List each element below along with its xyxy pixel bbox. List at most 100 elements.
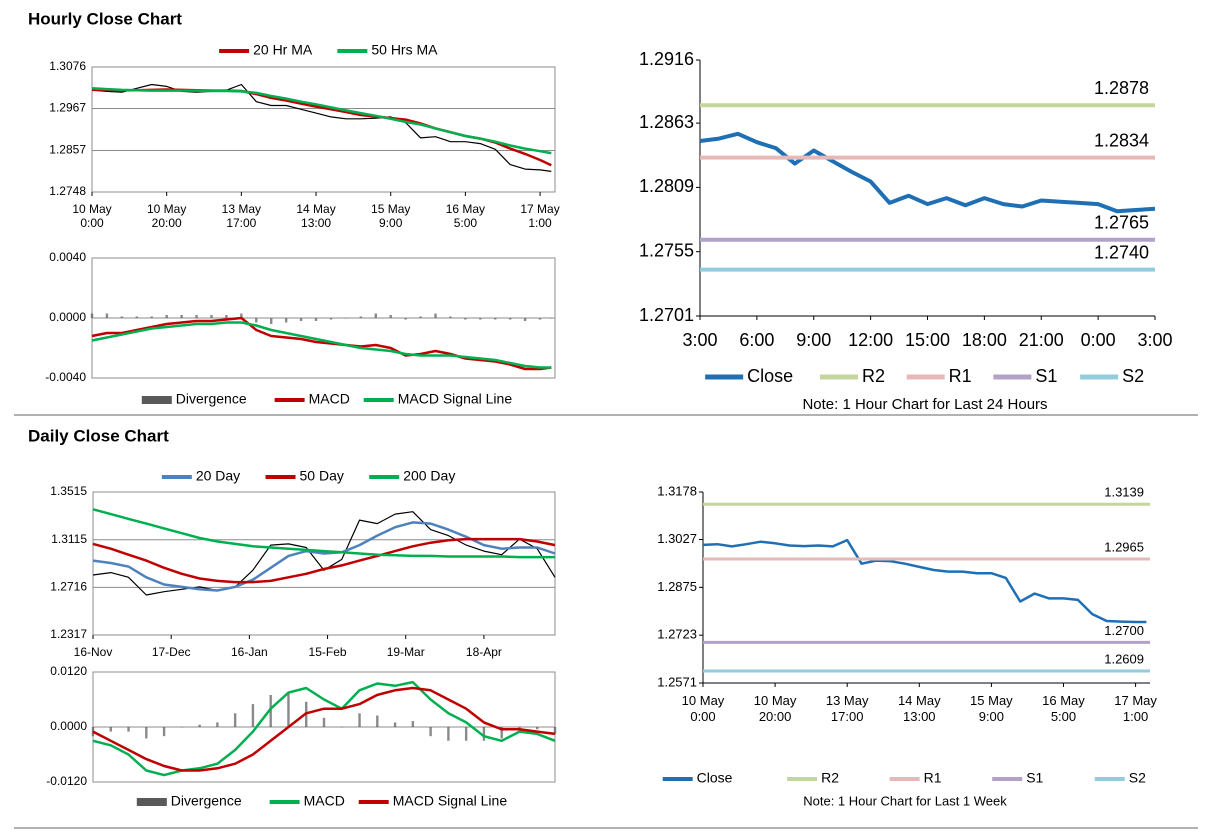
divergence-bar [536, 727, 539, 730]
divergence-bar [269, 694, 272, 727]
divergence-bar [251, 704, 255, 727]
series-line [92, 686, 556, 772]
x-tick-label: 17-Dec [151, 645, 191, 659]
legend-label: R1 [924, 770, 942, 786]
divergence-bar [447, 727, 450, 741]
x-tick-label: 3:00 [1137, 330, 1173, 350]
legend-label: Divergence [171, 793, 242, 809]
legend-label: S2 [1122, 366, 1144, 386]
y-tick-label: -0.0120 [46, 774, 87, 788]
divergence-bar [482, 727, 486, 741]
y-tick-label: 0.0040 [49, 250, 86, 264]
divergence-bar [389, 315, 392, 318]
legend-label: 20 Day [196, 468, 240, 484]
x-tick-label: 18:00 [961, 330, 1007, 350]
x-tick-label: 12:00 [848, 330, 894, 350]
section-title: Hourly Close Chart [28, 9, 182, 28]
legend-label: MACD [304, 793, 345, 809]
legend-label: 200 Day [403, 468, 455, 484]
divergence-bar [165, 315, 168, 318]
legend-label: MACD [309, 391, 350, 407]
divergence-bar [240, 313, 243, 318]
chart-note: Note: 1 Hour Chart for Last 1 Week [803, 793, 1007, 808]
x-tick-label: 15 May 9:00 [970, 693, 1013, 724]
legend-label: MACD Signal Line [393, 793, 508, 809]
divergence-bar [135, 316, 139, 318]
x-tick-label: 10 May 20:00 [146, 202, 187, 231]
divergence-bar [553, 727, 557, 734]
x-tick-label: 3:00 [682, 330, 718, 350]
divergence-bar [90, 313, 94, 318]
level-label: 1.2740 [1094, 242, 1149, 262]
divergence-bar [358, 713, 361, 727]
divergence-bar [464, 727, 468, 741]
y-tick-label: 1.2875 [657, 579, 697, 594]
series-line [92, 521, 556, 592]
y-tick-label: 1.2571 [657, 674, 697, 689]
x-tick-label: 18-Apr [465, 645, 502, 659]
y-tick-label: -0.0040 [45, 370, 86, 384]
x-tick-label: 14 May 13:00 [897, 693, 941, 724]
y-tick-label: 1.2701 [639, 305, 694, 325]
divergence-bar [91, 727, 95, 737]
x-tick-label: 16 May 5:00 [1042, 693, 1085, 724]
plot-frame [92, 491, 556, 636]
series-line [91, 316, 552, 371]
y-tick-label: 1.2809 [639, 176, 694, 196]
level-label: 1.2834 [1094, 130, 1149, 150]
divergence-bar [550, 318, 553, 319]
x-tick-label: 15 May 9:00 [371, 202, 411, 231]
divergence-bar [508, 318, 512, 320]
divergence-bar [344, 318, 348, 319]
divergence-bar [270, 318, 273, 324]
divergence-bar [287, 692, 290, 727]
level-label: 1.2609 [1104, 651, 1144, 666]
x-tick-label: 6:00 [739, 330, 775, 350]
y-tick-label: 1.3027 [657, 531, 697, 546]
divergence-bar [180, 727, 184, 728]
level-label: 1.2878 [1094, 78, 1149, 98]
series-line [92, 537, 556, 584]
divergence-bar [419, 316, 422, 318]
x-tick-label: 21:00 [1018, 330, 1064, 350]
x-tick-label: 17 May 1:00 [1114, 693, 1157, 724]
x-tick-label: 16-Nov [73, 645, 113, 659]
x-tick-label: 17 May 1:00 [520, 202, 560, 231]
y-tick-label: 1.3515 [50, 484, 87, 498]
section-title: Daily Close Chart [28, 426, 169, 445]
divergence-bar [359, 316, 363, 318]
divergence-bar [429, 727, 432, 737]
divergence-bar [314, 318, 318, 321]
divergence-bar [500, 727, 503, 739]
legend-label: Divergence [176, 391, 247, 407]
level-label: 1.3139 [1104, 485, 1144, 500]
divergence-bar [464, 318, 467, 320]
divergence-bar [322, 717, 326, 727]
series-line [91, 321, 552, 369]
level-label: 1.2965 [1104, 539, 1144, 554]
legend-label: R2 [821, 770, 839, 786]
series-line [92, 508, 555, 559]
x-tick-label: 10 May 0:00 [72, 202, 112, 231]
legend-swatch [141, 396, 172, 404]
divergence-bar [233, 713, 237, 727]
y-tick-label: 1.2967 [49, 101, 86, 115]
y-tick-label: 1.2317 [50, 627, 87, 641]
x-tick-label: 0:00 [1080, 330, 1116, 350]
y-tick-label: 1.2716 [50, 580, 87, 594]
x-tick-label: 13 May 17:00 [221, 202, 262, 231]
legend-label: MACD Signal Line [398, 391, 513, 407]
series-line [92, 88, 552, 167]
divergence-bar [255, 318, 258, 323]
series-line [91, 83, 552, 172]
divergence-bar [109, 727, 112, 732]
y-tick-label: 0.0000 [49, 310, 86, 324]
legend-label: Close [697, 770, 733, 786]
legend-label: Close [747, 366, 793, 386]
series-line [702, 538, 1147, 624]
divergence-bar [150, 316, 153, 318]
x-tick-label: 10 May 20:00 [753, 693, 797, 724]
x-tick-label: 15-Feb [308, 645, 347, 659]
x-tick-label: 14 May 13:00 [296, 202, 336, 231]
